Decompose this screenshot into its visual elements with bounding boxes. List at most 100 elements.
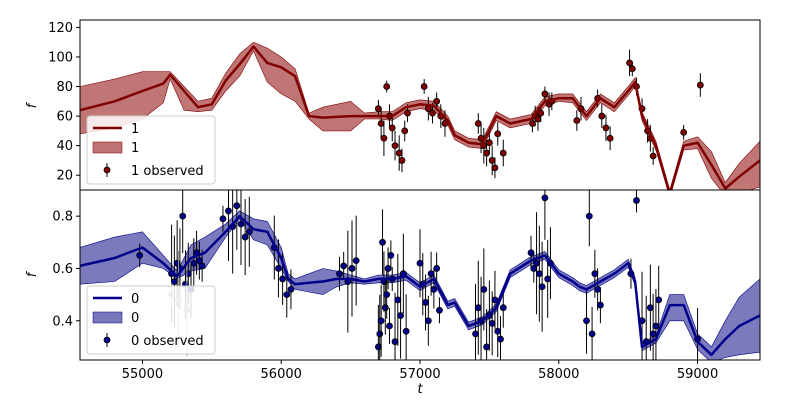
bottom-observed-point	[287, 285, 295, 293]
bottom-observed-point	[583, 317, 590, 325]
top-legend-observed-label: 1 observed	[131, 164, 204, 179]
bottom-observed-point	[652, 322, 660, 330]
bottom-observed-point	[279, 275, 287, 283]
top-observed-point	[494, 130, 502, 138]
top-observed-point	[626, 59, 633, 67]
bottom-observed-point	[416, 259, 424, 267]
bottom-observed-point	[433, 265, 441, 272]
top-y-tick-label: 60	[56, 110, 73, 125]
bottom-observed-point	[245, 228, 253, 236]
bottom-plot-content	[80, 190, 760, 360]
top-y-tick-label: 120	[48, 21, 73, 36]
bottom-observed-point	[397, 312, 404, 319]
bottom-observed-point	[436, 306, 443, 314]
bottom-observed-point	[649, 330, 657, 338]
bottom-legend-observed-label: 0 observed	[131, 334, 204, 349]
bottom-observed-point	[633, 197, 640, 204]
bottom-observed-point	[594, 285, 602, 293]
bottom-observed-point	[394, 296, 402, 304]
bottom-observed-point	[374, 343, 382, 351]
x-tick-label: 56000	[261, 367, 302, 382]
top-y-tick-label: 80	[56, 80, 73, 95]
bottom-observed-point	[336, 270, 343, 278]
bottom-observed-point	[538, 283, 546, 291]
bottom-observed-point	[198, 262, 206, 270]
top-legend: 1 1 1 observed	[86, 115, 216, 185]
top-observed-point	[404, 109, 411, 117]
top-plot-content	[80, 41, 760, 190]
bottom-observed-point	[275, 265, 282, 272]
top-observed-point	[628, 65, 636, 73]
bottom-observed-point	[585, 212, 593, 220]
top-observed-point	[598, 112, 606, 120]
bottom-observed-point	[427, 270, 435, 278]
bottom-observed-point	[541, 194, 549, 202]
x-tick-label: 55000	[122, 367, 163, 382]
top-legend-marker-swatch	[103, 166, 111, 174]
top-confidence-band	[80, 41, 760, 190]
top-y-tick-label: 20	[56, 169, 73, 184]
top-legend-box	[86, 115, 216, 185]
bottom-observed-point	[533, 259, 540, 267]
bottom-observed-point	[535, 270, 543, 278]
bottom-observed-point	[348, 265, 356, 272]
top-observed-point	[395, 149, 403, 157]
bottom-observed-point	[233, 202, 241, 210]
bottom-legend-box	[86, 285, 216, 355]
top-y-axis-label: f	[25, 101, 40, 108]
bottom-observed-point	[190, 259, 198, 267]
bottom-observed-point	[422, 299, 429, 306]
top-observed-point	[649, 152, 657, 160]
bottom-observed-point	[340, 262, 348, 270]
bottom-observed-point	[488, 319, 496, 327]
top-observed-point	[429, 109, 436, 117]
bottom-y-axis-label: f	[25, 270, 40, 277]
top-observed-point	[529, 120, 536, 127]
top-observed-point	[606, 134, 614, 142]
top-legend-band-swatch	[92, 141, 123, 154]
bottom-observed-point	[386, 322, 393, 330]
bottom-observed-point	[480, 285, 488, 293]
top-legend-band-label: 1	[131, 141, 139, 156]
bottom-observed-point	[170, 278, 178, 285]
top-observed-point	[380, 134, 388, 142]
bottom-observed-point	[136, 251, 144, 259]
bottom-observed-point	[352, 257, 360, 265]
top-observed-point	[383, 83, 391, 90]
bottom-legend-band-swatch	[92, 311, 123, 324]
bottom-legend-line-label: 0	[131, 292, 139, 307]
bottom-observed-point	[184, 270, 192, 278]
bottom-observed-point	[646, 304, 654, 312]
top-observed-point	[398, 157, 406, 164]
bottom-observed-point	[391, 338, 399, 346]
bottom-y-ticks: 0.4 0.6 0.8	[52, 210, 80, 329]
bottom-observed-point	[225, 207, 232, 215]
top-observed-point	[485, 139, 493, 147]
bottom-panel: 0.40.60.8 55000 56000 57000 58000 59000 f t …	[25, 189, 761, 397]
x-axis-label: t	[417, 382, 423, 397]
bottom-observed-point	[597, 301, 604, 309]
bottom-observed-point	[491, 296, 499, 304]
bottom-observed-point	[527, 249, 535, 257]
bottom-observed-point	[379, 238, 386, 246]
x-tick-label: 59000	[677, 367, 718, 382]
bottom-legend: 0 0 0 observed	[86, 285, 216, 355]
bottom-observed-point	[376, 330, 384, 338]
top-y-tick-label: 100	[48, 50, 73, 65]
bottom-observed-point	[402, 327, 410, 335]
bottom-observed-point	[237, 220, 245, 228]
bottom-observed-point	[219, 215, 227, 223]
bottom-observed-point	[424, 317, 432, 325]
bottom-observed-point	[384, 265, 392, 272]
bottom-observed-point	[387, 251, 395, 259]
bottom-y-tick-label: 0.8	[52, 210, 73, 225]
bottom-legend-marker-swatch	[103, 336, 111, 344]
top-y-ticks: 20 40 60 80 100 120	[48, 21, 80, 184]
top-observed-point	[377, 120, 385, 127]
bottom-observed-point	[544, 275, 552, 283]
top-observed-point	[537, 109, 545, 117]
bottom-observed-point	[588, 330, 596, 338]
bottom-observed-point	[655, 296, 663, 304]
bottom-observed-point	[430, 285, 438, 293]
top-observed-point	[433, 97, 441, 105]
